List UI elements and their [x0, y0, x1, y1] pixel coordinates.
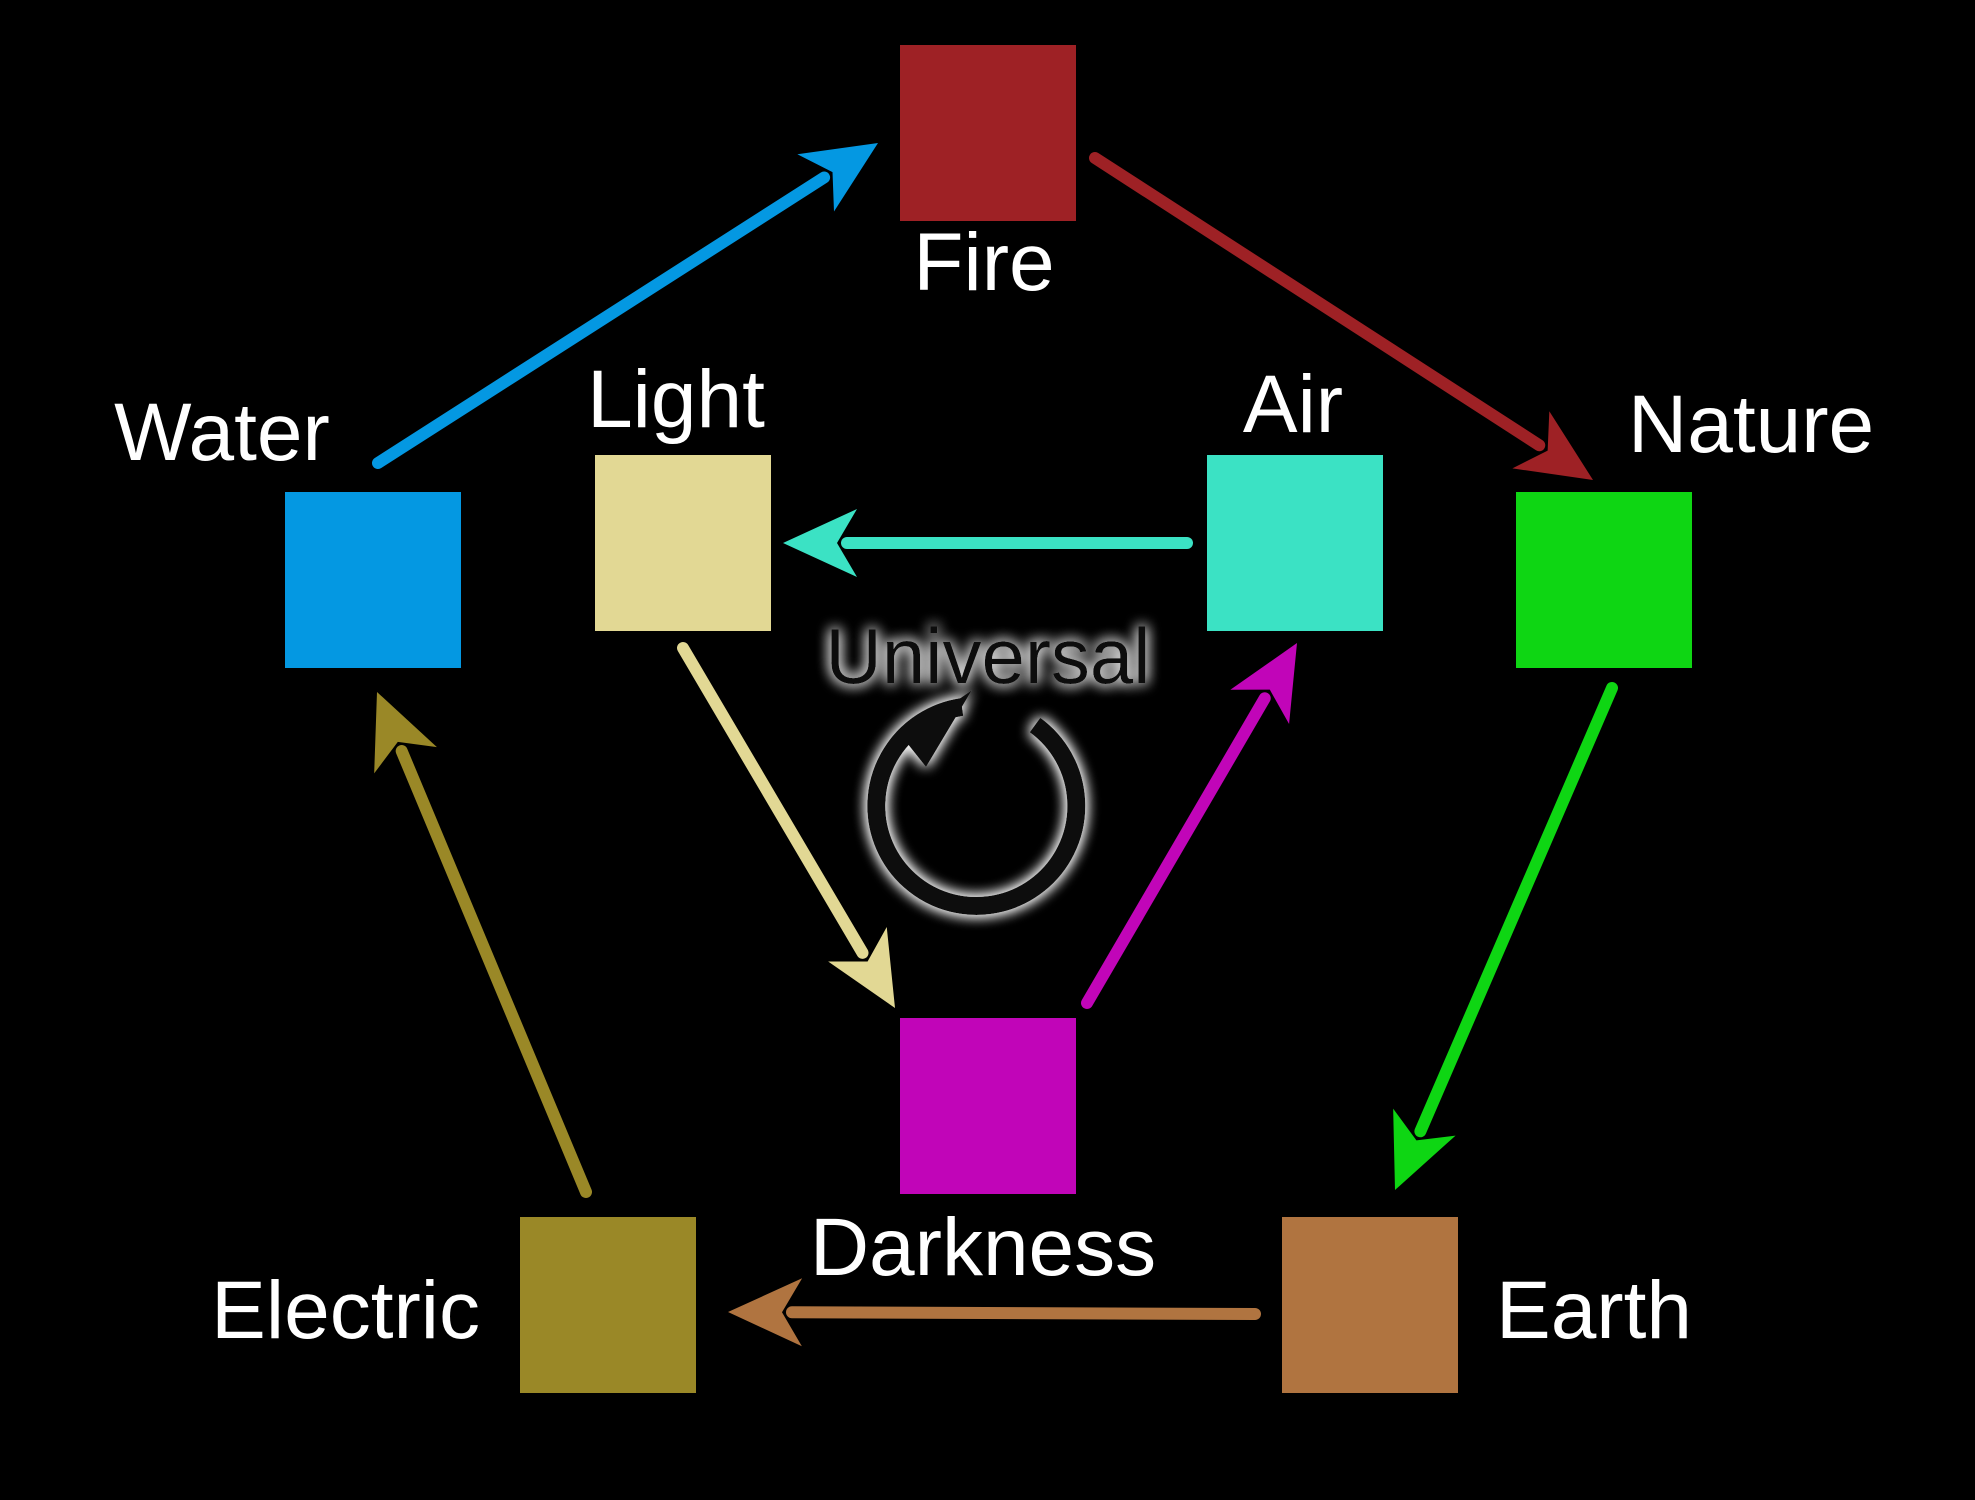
label-fire: Fire [913, 217, 1054, 308]
label-darkness: Darkness [810, 1202, 1156, 1293]
arrow-light-to-darkness [677, 642, 895, 1008]
node-electric [520, 1217, 696, 1393]
label-universal: Universal [825, 612, 1150, 700]
arrow-electric-to-water [374, 692, 592, 1198]
cycle-icon [867, 690, 1086, 915]
arrow-water-to-fire [372, 143, 878, 469]
node-nature [1516, 492, 1692, 668]
label-water: Water [114, 387, 330, 478]
node-air [1207, 455, 1383, 631]
element-nodes [285, 45, 1692, 1393]
label-nature: Nature [1628, 379, 1874, 470]
label-electric: Electric [211, 1265, 480, 1356]
arrow-nature-to-earth [1393, 682, 1618, 1190]
arrow-earth-to-electric [728, 1278, 1261, 1347]
node-earth [1282, 1217, 1458, 1393]
node-water [285, 492, 461, 668]
arrow-darkness-to-air [1081, 643, 1297, 1009]
relation-arrows [372, 143, 1618, 1347]
arrow-air-to-light [783, 509, 1193, 577]
universal-center: Universal [825, 612, 1151, 915]
label-earth: Earth [1496, 1265, 1692, 1356]
node-light [595, 455, 771, 631]
node-fire [900, 45, 1076, 221]
node-darkness [900, 1018, 1076, 1194]
label-air: Air [1243, 359, 1343, 450]
label-light: Light [587, 354, 765, 445]
arrow-fire-to-nature [1089, 152, 1593, 480]
